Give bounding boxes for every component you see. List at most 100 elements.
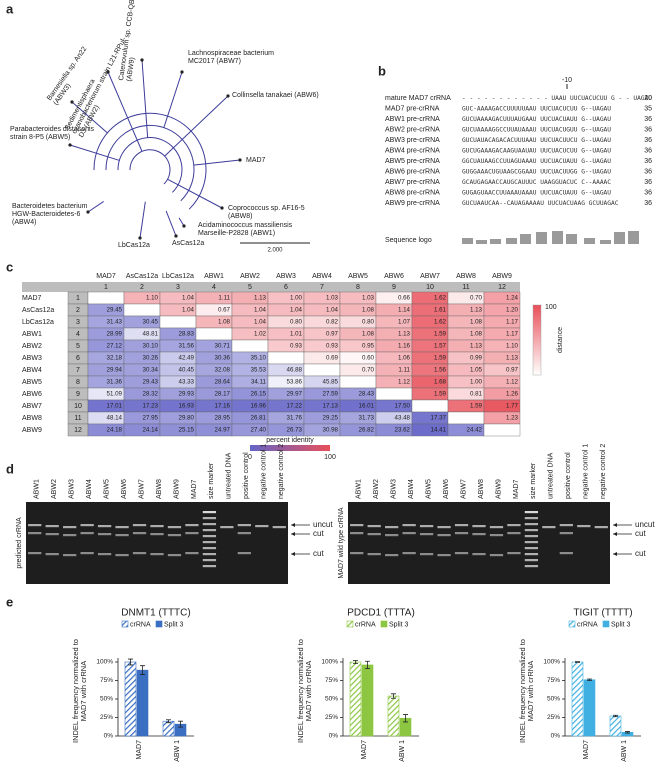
gel-band: [385, 534, 399, 537]
gel-band: [524, 553, 539, 556]
gel-band: [385, 526, 399, 529]
tree-label: Acidaminococcus massiliensis Marseille-P…: [198, 222, 293, 237]
cell-value: 1.68: [434, 379, 447, 386]
cell-value: 17.37: [431, 415, 447, 422]
row-number: 11: [74, 415, 81, 422]
cell-value: 31.36: [107, 379, 123, 386]
chart-title: DNMT1 (TTTC): [121, 608, 190, 619]
y-tick-label: 25%: [325, 714, 338, 721]
error-bar: [166, 719, 171, 724]
lane-label: ABW9: [495, 479, 502, 499]
gel-side-label: MAD7 wild type crRNA: [338, 507, 345, 579]
arrow-head: [613, 552, 617, 556]
cell-value: 1.57: [434, 343, 447, 350]
gel-band: [524, 565, 539, 568]
legend-swatch: [568, 620, 576, 628]
cell-value: 53.86: [287, 379, 303, 386]
col-label: ABW1: [204, 273, 224, 280]
col-label: ABW6: [384, 273, 404, 280]
gel-band: [63, 534, 77, 537]
cell-value: 16.01: [359, 403, 375, 410]
gel-band: [507, 532, 521, 535]
cell-value: 28.32: [143, 391, 159, 398]
gel-band: [542, 526, 556, 529]
cell-value: 48.14: [107, 415, 123, 422]
scale-label: 2.000: [267, 248, 283, 254]
panel-letter: a: [6, 1, 14, 16]
gel-band: [220, 526, 234, 529]
header-bg: [22, 282, 520, 292]
cell-value: 35.10: [251, 355, 267, 362]
gel-band: [507, 552, 521, 555]
gel-band: [150, 553, 164, 556]
gel-band: [350, 524, 364, 527]
cell-value: 24.97: [215, 427, 231, 434]
row-number: 9: [76, 391, 80, 398]
cell-value: 1.56: [434, 367, 447, 374]
tree-tip: [182, 224, 186, 228]
gel-band: [524, 517, 539, 520]
bar: [124, 661, 137, 737]
cell-value: 24.18: [107, 427, 123, 434]
col-label: MAD7: [96, 273, 116, 280]
logo-glyph: [536, 232, 547, 244]
cell-value: 1.10: [506, 343, 519, 350]
cell-value: 0.69: [326, 355, 339, 362]
sequence: GUGGAAACUGUAAGCGGAAU UUCUACUUGG G--UAGAU: [462, 169, 611, 176]
error-bar: [613, 714, 618, 718]
cell-value: 1.07: [398, 319, 411, 326]
row-number: 3: [76, 319, 80, 326]
x-tick-label: ABW 1: [399, 740, 406, 762]
cell-value: 28.83: [179, 331, 195, 338]
cell-value: 1.10: [146, 295, 159, 302]
cell-value: 1.05: [470, 367, 483, 374]
seq-length: 36: [644, 126, 652, 133]
lane-label: ABW3: [391, 479, 398, 499]
cell-value: 1.62: [434, 295, 447, 302]
y-tick-label: 100%: [96, 659, 113, 666]
cell-value: 0.80: [362, 319, 375, 326]
cell-value: 1.13: [470, 307, 483, 314]
lane-label: MAD7: [191, 479, 198, 499]
gel-band: [167, 526, 182, 529]
lane-label: negative control 1: [583, 444, 590, 499]
tree-branch: [165, 210, 177, 237]
gel-band: [28, 524, 42, 527]
cell-value: 29.93: [179, 391, 195, 398]
sequence: GCAUGAGAACCAUGCAUUUC UAAGGUACUC C--AAAAC: [462, 179, 611, 186]
gel-band: [367, 525, 381, 528]
cell-value: 32.08: [215, 367, 231, 374]
gel-band: [185, 552, 199, 555]
sequence: GUGAGUAACCUUAAAUAAAU UUCUACUAUU G--UAGAU: [462, 190, 611, 197]
gel-band: [202, 541, 217, 544]
tree-label: Collinsella tanakaei (ABW6): [232, 92, 319, 99]
row-label: ABW3: [22, 355, 42, 362]
tree-branch: [139, 201, 146, 239]
cell: [303, 363, 341, 377]
row-label: ABW7: [22, 403, 42, 410]
cell-value: 1.04: [290, 307, 303, 314]
gel-band: [202, 529, 217, 532]
cell: [483, 423, 521, 437]
legend-title: percent identity: [266, 437, 314, 444]
row-name: ABW1 pre-crRNA: [385, 116, 440, 123]
y-axis-label: INDEL frequency normalized to MAD7 with …: [71, 639, 88, 743]
row-number: 1: [76, 295, 80, 302]
cell-value: 0.97: [326, 331, 339, 338]
legend-title: distance: [557, 327, 564, 353]
legend-tick: 100: [545, 304, 557, 311]
arrow-head: [291, 523, 295, 527]
gel-band: [202, 553, 217, 556]
lane-label: ABW7: [460, 479, 467, 499]
tree-tip: [106, 70, 110, 74]
cell-value: 1.20: [506, 307, 519, 314]
gel-band: [202, 523, 217, 526]
chart-title: TIGIT (TTTT): [573, 608, 632, 619]
seq-length: 36: [644, 168, 652, 175]
lane-label: ABW2: [51, 479, 58, 499]
legend-swatch: [121, 620, 129, 628]
cell-value: 32.18: [107, 355, 123, 362]
gel-band: [28, 532, 42, 535]
gel-band: [237, 524, 251, 527]
tree-arc: [93, 112, 207, 210]
